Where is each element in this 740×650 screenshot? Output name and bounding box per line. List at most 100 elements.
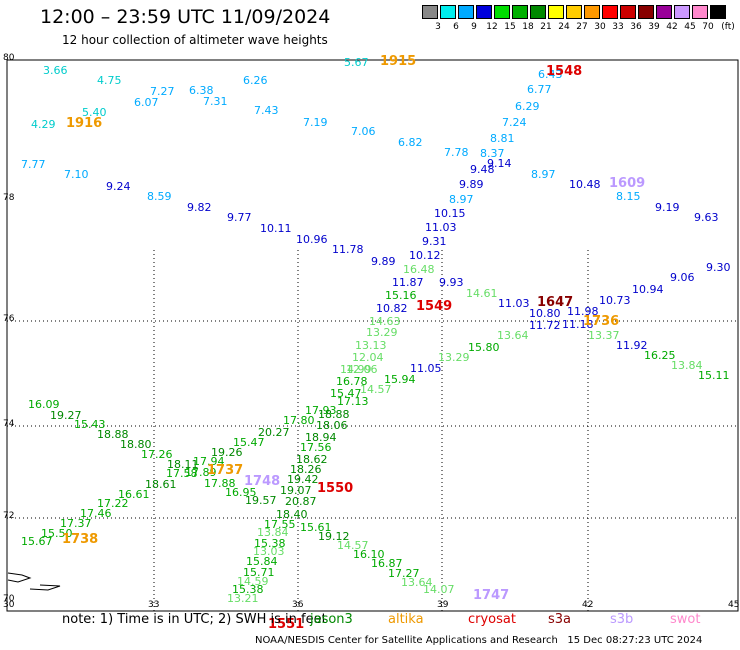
lat-label: 72 bbox=[3, 511, 15, 521]
legend-jason3: jason3 bbox=[310, 612, 353, 627]
scale-swatch bbox=[548, 5, 564, 19]
scale-swatch bbox=[512, 5, 528, 19]
wave-height-label: 17.55 bbox=[264, 518, 296, 531]
wave-height-label: 14.59 bbox=[237, 575, 269, 588]
scale-label: 70 bbox=[702, 22, 714, 32]
wave-height-label: 16.78 bbox=[336, 375, 368, 388]
wave-height-label: 19.12 bbox=[318, 530, 350, 543]
wave-height-label: 9.77 bbox=[227, 211, 252, 224]
lat-label: 76 bbox=[3, 314, 15, 324]
scale-swatch bbox=[620, 5, 636, 19]
lon-label: 39 bbox=[437, 600, 449, 610]
wave-height-label: 8.15 bbox=[616, 190, 641, 203]
pass-time-label: 1550 bbox=[317, 481, 354, 496]
wave-height-label: 10.94 bbox=[632, 283, 664, 296]
wave-height-label: 13.84 bbox=[671, 359, 703, 372]
wave-height-label: 14.57 bbox=[337, 539, 369, 552]
wave-height-label: 11.72 bbox=[529, 319, 561, 332]
wave-height-label: 11.03 bbox=[425, 221, 457, 234]
wave-height-label: 17.93 bbox=[305, 404, 337, 417]
wave-height-label: 10.11 bbox=[260, 222, 292, 235]
pass-time-label: 1915 bbox=[380, 54, 417, 69]
wave-height-label: 18.94 bbox=[305, 431, 337, 444]
legend-altika: altika bbox=[388, 612, 424, 627]
wave-height-label: 11.18 bbox=[562, 318, 594, 331]
wave-height-label: 14.63 bbox=[369, 315, 401, 328]
pass-time-label: 1747 bbox=[473, 588, 510, 603]
wave-height-label: 17.56 bbox=[300, 441, 332, 454]
pass-time-label: 1737 bbox=[207, 463, 244, 478]
wave-height-label: 10.82 bbox=[376, 302, 408, 315]
wave-height-label: 20.27 bbox=[258, 426, 290, 439]
wave-height-label: 7.06 bbox=[351, 125, 376, 138]
wave-height-label: 17.37 bbox=[60, 517, 92, 530]
wave-height-label: 10.96 bbox=[296, 233, 328, 246]
wave-height-label: 17.89 bbox=[185, 466, 217, 479]
wave-height-label: 18.26 bbox=[290, 463, 322, 476]
scale-swatch bbox=[440, 5, 456, 19]
wave-height-label: 10.80 bbox=[529, 307, 561, 320]
wave-height-label: 8.59 bbox=[147, 190, 172, 203]
wave-height-label: 8.97 bbox=[531, 168, 556, 181]
legend-s3a: s3a bbox=[548, 612, 572, 627]
wave-height-label: 9.89 bbox=[371, 255, 396, 268]
page-title: 12:00 – 23:59 UTC 11/09/2024 bbox=[40, 6, 331, 28]
wave-height-label: 6.43 bbox=[538, 68, 563, 81]
wave-height-label: 14.61 bbox=[466, 287, 498, 300]
scale-swatch bbox=[710, 5, 726, 19]
wave-height-label: 15.16 bbox=[385, 289, 417, 302]
wave-height-label: 18.40 bbox=[276, 508, 308, 521]
wave-height-label: 20.87 bbox=[285, 495, 317, 508]
wave-height-label: 9.93 bbox=[439, 276, 464, 289]
credit-org: NOAA/NESDIS Center for Satellite Applica… bbox=[255, 635, 558, 646]
wave-height-label: 15.11 bbox=[698, 369, 730, 382]
scale-swatch bbox=[566, 5, 582, 19]
wave-height-label: 4.75 bbox=[97, 74, 122, 87]
scale-label: 42 bbox=[666, 22, 678, 32]
wave-height-label: 13.29 bbox=[366, 326, 398, 339]
wave-height-label: 16.87 bbox=[371, 557, 403, 570]
wave-height-label: 11.87 bbox=[392, 276, 424, 289]
wave-height-label: 19.42 bbox=[287, 473, 319, 486]
wave-height-label: 15.71 bbox=[243, 566, 275, 579]
pass-time-label: 1549 bbox=[416, 299, 453, 314]
pass-time-label: 1736 bbox=[583, 314, 620, 329]
wave-height-label: 18.80 bbox=[120, 438, 152, 451]
scale-swatch bbox=[638, 5, 654, 19]
wave-height-label: 12.04 bbox=[352, 351, 384, 364]
scale-swatch bbox=[584, 5, 600, 19]
wave-height-label: 3.66 bbox=[43, 64, 68, 77]
wave-height-label: 5.67 bbox=[344, 56, 369, 69]
wave-height-label: 18.62 bbox=[296, 453, 328, 466]
wave-height-label: 9.89 bbox=[459, 178, 484, 191]
wave-height-label: 17.46 bbox=[80, 507, 112, 520]
legend-swot: swot bbox=[670, 612, 701, 627]
wave-height-label: 8.81 bbox=[490, 132, 515, 145]
wave-height-label: 19.57 bbox=[245, 494, 277, 507]
lon-label: 42 bbox=[582, 600, 594, 610]
lat-label: 70 bbox=[3, 594, 15, 604]
wave-height-label: 12.06 bbox=[346, 363, 378, 376]
wave-height-label: 16.95 bbox=[225, 486, 257, 499]
lon-label: 33 bbox=[148, 600, 160, 610]
wave-height-label: 6.26 bbox=[243, 74, 268, 87]
lon-label: 30 bbox=[3, 600, 15, 610]
wave-height-label: 18.88 bbox=[318, 408, 350, 421]
wave-height-label: 17.58 bbox=[166, 467, 198, 480]
wave-height-label: 11.92 bbox=[616, 339, 648, 352]
scale-swatch bbox=[656, 5, 672, 19]
wave-height-label: 15.38 bbox=[254, 537, 286, 550]
wave-height-label: 13.84 bbox=[257, 526, 289, 539]
scale-label: 45 bbox=[684, 22, 696, 32]
wave-height-label: 9.63 bbox=[694, 211, 719, 224]
wave-height-label: 17.80 bbox=[283, 414, 315, 427]
wave-height-label: 9.82 bbox=[187, 201, 212, 214]
wave-height-label: 6.82 bbox=[398, 136, 423, 149]
pass-time-label: 1916 bbox=[66, 116, 103, 131]
scale-label: 15 bbox=[504, 22, 516, 32]
wave-height-label: 6.77 bbox=[527, 83, 552, 96]
wave-height-label: 18.61 bbox=[145, 478, 177, 491]
wave-height-label: 6.38 bbox=[189, 84, 214, 97]
wave-height-label: 15.43 bbox=[74, 418, 106, 431]
